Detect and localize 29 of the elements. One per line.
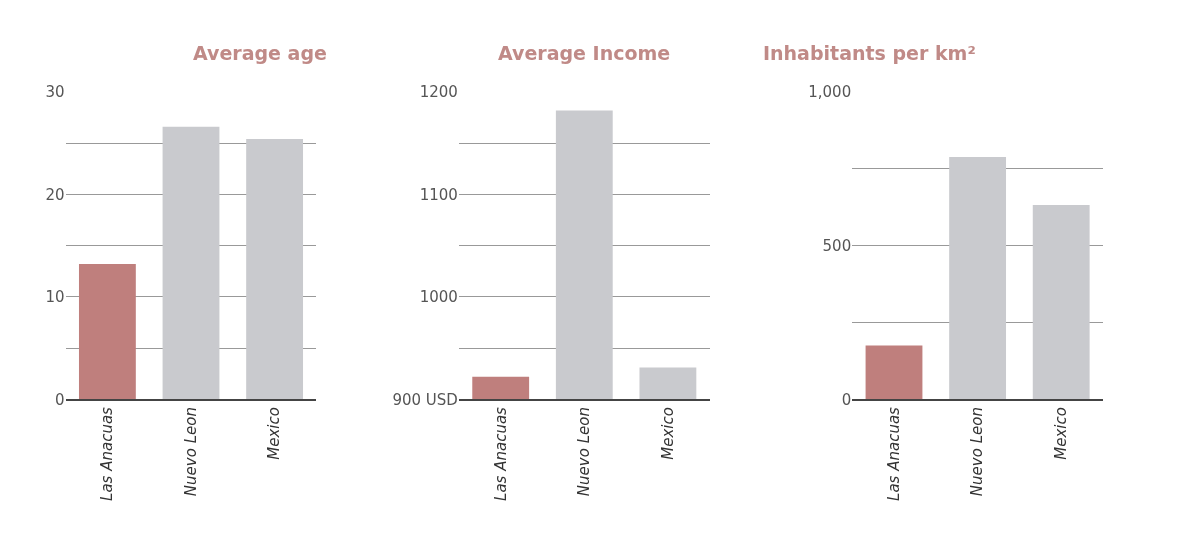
y-tick-label: 1200 [419,83,458,102]
bar [865,345,923,400]
bar [246,139,304,400]
x-tick-label: Mexico [265,407,284,460]
chart-title: Inhabitants per km² [763,42,976,64]
y-tick-label: 500 [822,236,852,255]
y-tick-label: 30 [45,83,65,102]
x-tick-label: Las Anacuas [491,406,510,501]
x-tick-label: Nuevo Leon [575,407,594,497]
y-tick-label: 10 [45,288,65,307]
x-tick-label: Nuevo Leon [181,407,200,497]
bar [162,126,220,400]
y-tick-label: 900 USD [392,390,458,409]
chart-title: Average age [193,42,327,64]
y-tick-label: 0 [55,390,65,409]
y-tick-label: 1100 [419,185,458,204]
y-tick-label: 1,000 [808,83,852,102]
bar [1032,205,1090,400]
chart-title: Average Income [498,42,671,64]
x-tick-label: Las Anacuas [884,406,903,501]
y-tick-label: 0 [841,390,852,409]
x-tick-label: Mexico [1052,407,1071,460]
bar [78,264,136,400]
x-tick-label: Nuevo Leon [968,407,987,497]
bar [949,157,1007,400]
x-tick-label: Las Anacuas [98,406,117,501]
y-tick-label: 1000 [419,288,458,307]
x-tick-label: Mexico [658,407,677,460]
y-tick-label: 20 [45,185,65,204]
